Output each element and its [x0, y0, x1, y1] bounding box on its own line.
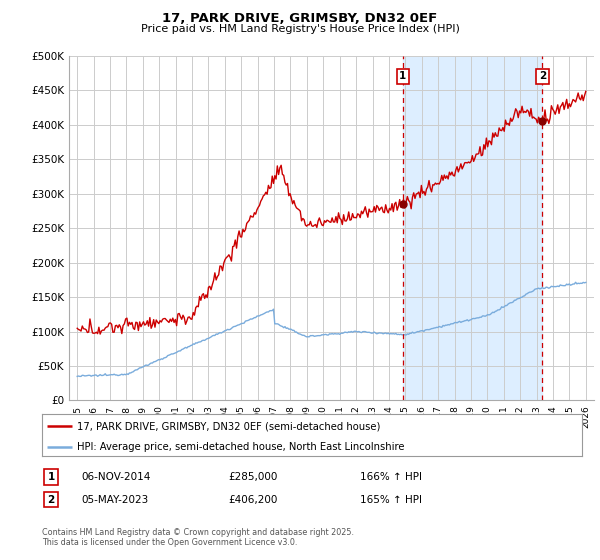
Text: 17, PARK DRIVE, GRIMSBY, DN32 0EF (semi-detached house): 17, PARK DRIVE, GRIMSBY, DN32 0EF (semi-…: [77, 421, 380, 431]
Text: 05-MAY-2023: 05-MAY-2023: [81, 494, 148, 505]
Text: £406,200: £406,200: [228, 494, 277, 505]
Text: 1: 1: [399, 72, 406, 82]
Text: 06-NOV-2014: 06-NOV-2014: [81, 472, 151, 482]
Text: Price paid vs. HM Land Registry's House Price Index (HPI): Price paid vs. HM Land Registry's House …: [140, 24, 460, 34]
Bar: [403, 56, 542, 400]
Text: 2: 2: [47, 494, 55, 505]
Text: £285,000: £285,000: [228, 472, 277, 482]
Text: 165% ↑ HPI: 165% ↑ HPI: [360, 494, 422, 505]
Text: HPI: Average price, semi-detached house, North East Lincolnshire: HPI: Average price, semi-detached house,…: [77, 442, 404, 452]
Text: 166% ↑ HPI: 166% ↑ HPI: [360, 472, 422, 482]
Text: 1: 1: [47, 472, 55, 482]
Text: 17, PARK DRIVE, GRIMSBY, DN32 0EF: 17, PARK DRIVE, GRIMSBY, DN32 0EF: [163, 12, 437, 25]
Text: Contains HM Land Registry data © Crown copyright and database right 2025.
This d: Contains HM Land Registry data © Crown c…: [42, 528, 354, 547]
Text: 2: 2: [539, 72, 546, 82]
